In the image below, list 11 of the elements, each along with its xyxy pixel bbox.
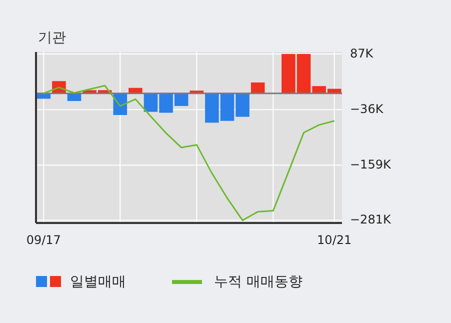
bar (250, 82, 265, 94)
y-tick-label: 87K (350, 46, 374, 60)
legend-label: 누적 매매동향 (214, 274, 302, 290)
x-tick-label: 09/17 (26, 233, 61, 247)
x-tick-label: 10/21 (317, 233, 352, 247)
legend-label: 일별매매 (70, 274, 126, 290)
chart-title: 기관 (38, 30, 66, 46)
line-series (42, 84, 336, 222)
y-tick-label: −281K (350, 212, 392, 227)
y-tick-label: −159K (350, 157, 392, 172)
y-tick-label: −36K (350, 102, 384, 116)
